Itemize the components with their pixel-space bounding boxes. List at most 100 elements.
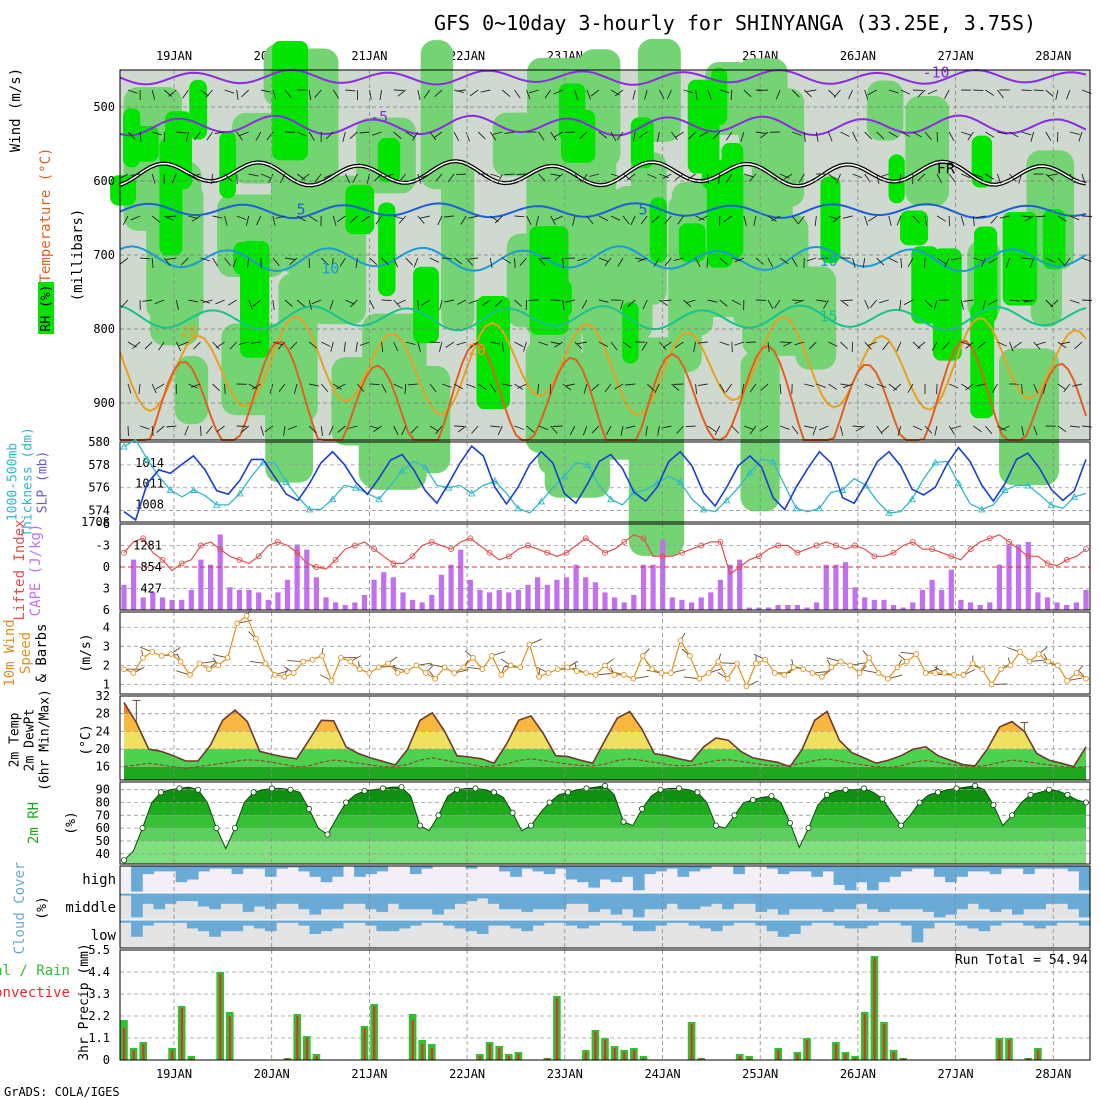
thickness-marker (792, 504, 800, 512)
rh-marker (694, 789, 701, 796)
wind-barb (550, 131, 557, 141)
wind-barb (398, 215, 407, 224)
precip-tick-label: 5.5 (88, 943, 110, 957)
rh-marker (213, 825, 220, 832)
date-tick-label: 28JAN (1035, 1067, 1071, 1081)
panel-side-label: & Barbs (34, 623, 50, 682)
wind-barb (791, 425, 799, 435)
wind-barb (936, 257, 946, 264)
wind-barb (433, 131, 443, 139)
cloud-bar (120, 920, 132, 923)
wind-barb (731, 425, 740, 434)
chart-title: GFS 0~10day 3-hourly for SHINYANGA (33.2… (434, 11, 1036, 35)
date-tick-label: 25JAN (742, 1067, 778, 1081)
wind-barb (444, 299, 455, 303)
cloud-bar (354, 866, 366, 877)
wind-barb (819, 425, 829, 431)
lifted-tick-label: 0 (103, 560, 110, 574)
wind-barb (1009, 173, 1017, 182)
wind-barb (683, 299, 692, 308)
cape-bar (698, 597, 704, 610)
cape-bar (419, 602, 425, 610)
lifted-marker (717, 538, 724, 545)
rh-shade-bright (622, 301, 639, 364)
cloud-bar (499, 920, 511, 926)
wind-barb (903, 299, 914, 306)
isotherm-line (119, 69, 1087, 86)
temp2m-panel: 16 20 24 28 32 2m Temp 2m DewPt (6hr Min/Max) (°… (8, 689, 1091, 791)
cape-bar (631, 594, 637, 610)
cloud-bar (432, 920, 444, 923)
rh-marker (231, 825, 238, 832)
wind-barb (393, 89, 404, 91)
cloud-bar (510, 866, 522, 877)
precip-conv-bar (190, 1058, 193, 1060)
wind-barb (401, 425, 407, 436)
wind-barb (840, 341, 849, 350)
rh-marker (768, 793, 775, 800)
temp-tick-label: 16 (96, 760, 110, 774)
lifted-marker (698, 542, 705, 549)
wind-barb (407, 383, 418, 386)
wind-barb (627, 299, 636, 307)
rh-marker (805, 825, 812, 832)
wind-barb (445, 341, 455, 348)
precip-conv-bar (642, 1058, 645, 1060)
precip-tick-label: 4.4 (88, 965, 110, 979)
wind-barb (695, 89, 698, 100)
wind-barb (494, 299, 503, 308)
cloud-layer-label: low (91, 928, 117, 944)
cloud-bar (1034, 893, 1046, 910)
rh-shade-bright (476, 295, 511, 410)
wind-barb (1021, 215, 1032, 218)
wind-barb (229, 341, 238, 350)
wind-barb (456, 341, 467, 346)
wind-speed-marker (979, 666, 986, 673)
wind10m-panel: 1 2 3 4 10m Wind Speed & Barbs (m/s) (2, 607, 1091, 695)
wind-barb (287, 425, 298, 430)
wind-speed-marker (234, 620, 241, 627)
cloud-bar (655, 866, 667, 872)
wind-barb (719, 383, 726, 393)
rh-shade-bright (687, 79, 720, 174)
cloud-bar (164, 893, 177, 904)
cloud-bar (1078, 893, 1091, 918)
wind-barb (413, 257, 419, 268)
rh-marker (528, 822, 535, 829)
thickness-marker (769, 457, 777, 465)
wind-barb (695, 257, 701, 268)
wind-barb (997, 425, 1007, 431)
wind-speed-marker (856, 670, 863, 676)
cloud-bar (878, 893, 890, 912)
cape-bar (823, 564, 829, 610)
wind-barb (239, 131, 249, 137)
wind-barb (320, 257, 329, 266)
wind-barb (842, 299, 853, 302)
wind-barb (526, 89, 531, 100)
wind-barb (731, 341, 733, 353)
wind-speed-marker (583, 670, 589, 676)
wind-barb (840, 131, 850, 137)
wind-barb (604, 257, 612, 267)
wind-barb (912, 215, 921, 224)
wind-barb (707, 299, 718, 303)
wind-barb (1063, 257, 1071, 267)
wind-speed-marker (837, 658, 844, 665)
cape-bar (544, 584, 550, 610)
cloud-bar (644, 866, 656, 875)
rh-marker (268, 785, 275, 792)
cloud-bar (242, 893, 255, 912)
wind-speed-marker (913, 651, 920, 657)
panel-side-label: Speed (18, 632, 34, 674)
wind-barb (963, 299, 974, 302)
cloud-bar (566, 866, 578, 880)
cloud-bar (566, 920, 578, 926)
cloud-bar (766, 866, 779, 869)
thickness-marker (699, 505, 708, 513)
cloud-bar (365, 920, 377, 926)
wind-barb (734, 257, 745, 263)
wind-speed-marker (1064, 677, 1070, 684)
wind-barb (840, 425, 844, 436)
cloud-bar (889, 893, 901, 910)
wind-barb (688, 131, 696, 140)
